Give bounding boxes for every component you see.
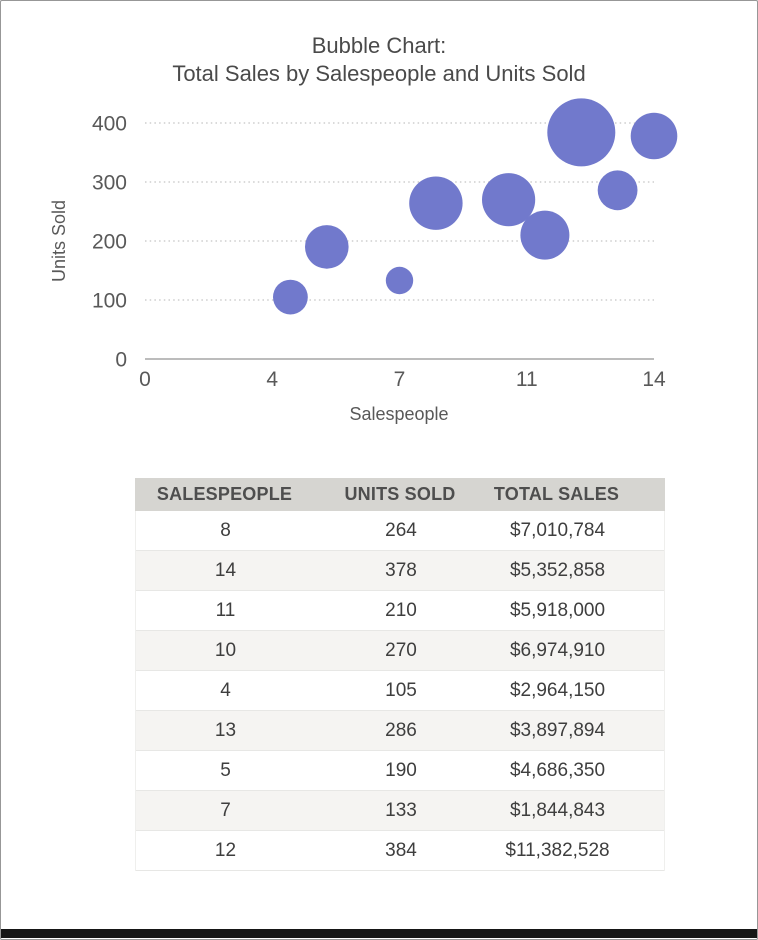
- table-cell: $2,964,150: [509, 679, 606, 701]
- y-tick-label: 400: [92, 113, 127, 136]
- table-cell: 11: [215, 599, 236, 621]
- x-axis-title: Salespeople: [349, 404, 448, 424]
- table-cell: $11,382,528: [505, 839, 610, 861]
- bubble: [597, 170, 638, 211]
- table-cell: 105: [385, 679, 417, 701]
- table-row: 11 210 $5,918,000: [136, 591, 664, 631]
- table-row: 10 270 $6,974,910: [136, 631, 664, 671]
- table-cell: 264: [385, 519, 417, 541]
- bubble: [305, 225, 349, 269]
- table-cell: 12: [214, 839, 237, 861]
- x-tick-label: 7: [394, 368, 406, 391]
- chart-title-line2: Total Sales by Salespeople and Units Sol…: [172, 61, 586, 86]
- table-cell: 286: [385, 719, 417, 741]
- y-tick-label: 200: [92, 231, 127, 254]
- chart-title-line1: Bubble Chart:: [311, 33, 447, 58]
- table-header-units-sold: UNITS SOLD: [344, 484, 456, 504]
- table-cell: $5,918,000: [509, 599, 606, 621]
- y-tick-label: 0: [115, 349, 127, 372]
- table-cell: 10: [214, 639, 237, 661]
- table-cell: 4: [220, 679, 231, 701]
- table-cell: 210: [385, 599, 417, 621]
- bubble: [409, 176, 463, 230]
- bubble: [547, 98, 616, 167]
- table-row: 4 105 $2,964,150: [136, 671, 664, 711]
- y-tick-label: 300: [92, 172, 127, 195]
- table-row: 8 264 $7,010,784: [136, 511, 664, 551]
- window-bottom-edge: [1, 929, 757, 938]
- bubble: [520, 210, 570, 260]
- table-cell: $3,897,894: [509, 719, 606, 741]
- table-cell: 5: [220, 759, 231, 781]
- table-cell: 13: [214, 719, 237, 741]
- x-tick-label: 14: [642, 368, 666, 391]
- table-row: 12 384 $11,382,528: [136, 831, 664, 871]
- table-cell: $4,686,350: [509, 759, 606, 781]
- data-table: SALESPEOPLE UNITS SOLD TOTAL SALES 8 264 $…: [135, 478, 665, 871]
- table-cell: 384: [385, 839, 417, 861]
- table-cell: 133: [385, 799, 417, 821]
- table-cell: $6,974,910: [509, 639, 606, 661]
- table-cell: 8: [220, 519, 231, 541]
- table-row: 13 286 $3,897,894: [136, 711, 664, 751]
- y-axis-title: Units Sold: [49, 200, 69, 282]
- table-cell: 270: [385, 639, 417, 661]
- table-row: 5 190 $4,686,350: [136, 751, 664, 791]
- chart-title: Bubble Chart: Total Sales by Salespeople…: [1, 32, 757, 88]
- table-row: 7 133 $1,844,843: [136, 791, 664, 831]
- table-header-row: SALESPEOPLE UNITS SOLD TOTAL SALES: [135, 478, 665, 511]
- table-cell: $1,844,843: [509, 799, 606, 821]
- table-header-salespeople: SALESPEOPLE: [156, 484, 293, 504]
- x-tick-label: 0: [139, 368, 151, 391]
- table-cell: 7: [220, 799, 231, 821]
- x-tick-label: 4: [266, 368, 278, 391]
- table-body: 8 264 $7,010,784 14 378 $5,352,858 11 210 $5,918…: [135, 511, 665, 871]
- y-tick-label: 100: [92, 290, 127, 313]
- table-cell: $5,352,858: [509, 559, 606, 581]
- x-tick-label: 11: [516, 368, 538, 391]
- bubble: [630, 112, 678, 160]
- table-cell: 378: [385, 559, 417, 581]
- table-cell: 190: [385, 759, 417, 781]
- table-header-total-sales: TOTAL SALES: [493, 484, 620, 504]
- bubble: [273, 279, 308, 315]
- table-cell: $7,010,784: [509, 519, 606, 541]
- table-cell: 14: [214, 559, 237, 581]
- bubble: [482, 173, 536, 227]
- bubble: [385, 266, 414, 295]
- table-row: 14 378 $5,352,858: [136, 551, 664, 591]
- bubble-chart: 0 100 200 300 400 0 4 7 11 14 Units Sold Salespeopl…: [49, 98, 678, 424]
